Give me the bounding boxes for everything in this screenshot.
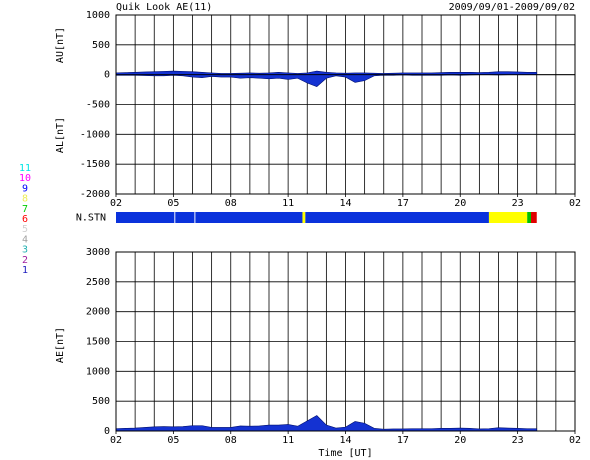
legend-label: 9: [22, 183, 28, 194]
y-axis-label: AL[nT]: [55, 117, 66, 153]
plot-frame: [115, 14, 576, 195]
legend-label: 10: [19, 173, 31, 184]
x-tick-label: 17: [397, 435, 409, 446]
y-tick-label: -1500: [80, 159, 110, 170]
y-tick-label: 500: [92, 396, 110, 407]
y-tick-label: 500: [92, 40, 110, 51]
x-tick-label: 11: [282, 198, 294, 209]
y-tick-label: 1500: [86, 337, 110, 348]
x-tick-label: 08: [225, 198, 237, 209]
plot-title: Quik Look AE(11): [116, 2, 212, 13]
x-tick-label: 05: [167, 198, 179, 209]
x-tick-label: 14: [339, 435, 351, 446]
data-area: [115, 415, 538, 432]
x-axis-label: Time [UT]: [318, 448, 372, 459]
y-tick-label: 1000: [86, 10, 110, 21]
station-segment: [531, 212, 537, 223]
x-tick-label: 23: [512, 198, 524, 209]
legend-label: 11: [19, 163, 31, 174]
legend-label: 5: [22, 224, 28, 235]
x-tick-label: 02: [110, 435, 122, 446]
y-tick-label: -1000: [80, 129, 110, 140]
y-tick-label: 2000: [86, 307, 110, 318]
x-tick-label: 11: [282, 435, 294, 446]
y-tick-label: 3000: [86, 247, 110, 258]
station-segment: [116, 212, 175, 223]
x-tick-label: 02: [110, 198, 122, 209]
legend-label: 3: [22, 245, 28, 256]
date-range: 2009/09/01-2009/09/02: [449, 2, 575, 13]
strip-label: N.STN: [76, 213, 106, 224]
x-tick-label: 05: [167, 435, 179, 446]
station-segment: [488, 212, 528, 223]
x-tick-label: 20: [454, 435, 466, 446]
legend-label: 4: [22, 234, 28, 245]
x-tick-label: 17: [397, 198, 409, 209]
x-tick-label: 08: [225, 435, 237, 446]
x-tick-label: 20: [454, 198, 466, 209]
station-segment: [305, 212, 489, 223]
plot-frame: [115, 251, 576, 432]
legend-label: 6: [22, 214, 28, 225]
legend-label: 2: [22, 255, 28, 266]
data-area: [115, 70, 538, 75]
station-segment: [175, 212, 195, 223]
x-tick-label: 02: [569, 435, 581, 446]
station-segment: [527, 212, 532, 223]
legend-label: 1: [22, 265, 28, 276]
station-segment: [302, 212, 306, 223]
legend-label: 8: [22, 194, 28, 205]
x-tick-label: 14: [339, 198, 351, 209]
y-tick-label: -2000: [80, 189, 110, 200]
y-tick-label: 0: [104, 70, 110, 81]
y-tick-label: -500: [86, 100, 110, 111]
y-tick-label: 2500: [86, 277, 110, 288]
station-segment: [195, 212, 303, 223]
y-axis-label: AE[nT]: [55, 327, 66, 363]
y-axis-label: AU[nT]: [55, 27, 66, 63]
y-tick-label: 1000: [86, 366, 110, 377]
x-tick-label: 23: [512, 435, 524, 446]
x-tick-label: 02: [569, 198, 581, 209]
legend-label: 7: [22, 204, 28, 215]
y-tick-label: 0: [104, 426, 110, 437]
